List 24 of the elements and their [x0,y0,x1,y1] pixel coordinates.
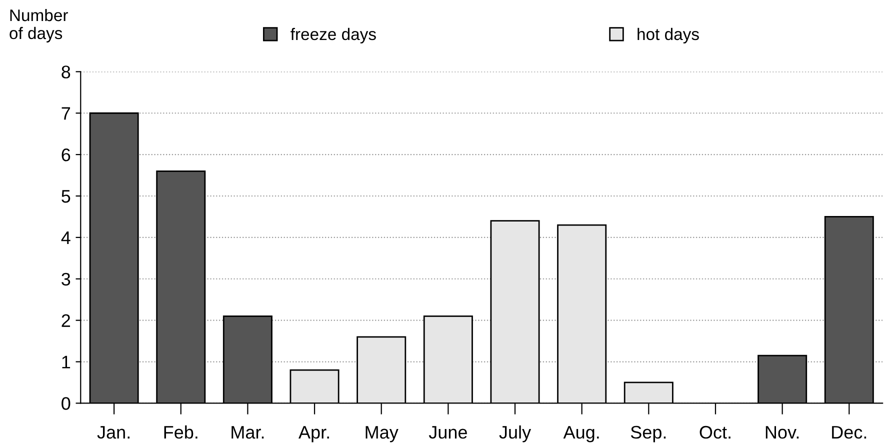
legend-label: hot days [638,28,699,44]
x-tick-label: Mar. [232,426,264,439]
y-tick-label: 6 [62,148,70,162]
x-tick-label: Dec. [832,426,866,439]
y-tick-label: 7 [62,107,70,120]
x-tick-label: June [428,426,467,439]
y-tick-label: 4 [61,232,70,244]
y-tick-label: 8 [62,66,70,78]
x-tick-label: May [366,426,398,442]
y-tick-label: 2 [62,314,70,327]
x-tick-label: Jan. [97,426,130,439]
legend-label: freeze days [290,28,376,44]
y-axis-title: Number of days [10,8,68,42]
x-tick-label: Oct. [700,426,730,439]
y-tick-label: 0 [62,397,70,410]
y-tick-label: 5 [62,190,70,203]
x-tick-label: Feb. [164,425,198,439]
y-tick-label: 1 [62,356,70,368]
x-tick-label: July [499,425,532,442]
x-tick-label: Apr. [298,426,329,442]
x-tick-label: Aug. [563,426,599,442]
x-tick-label: Sep. [630,426,666,442]
x-tick-label: Nov. [766,426,799,439]
y-tick-label: 3 [62,272,70,286]
